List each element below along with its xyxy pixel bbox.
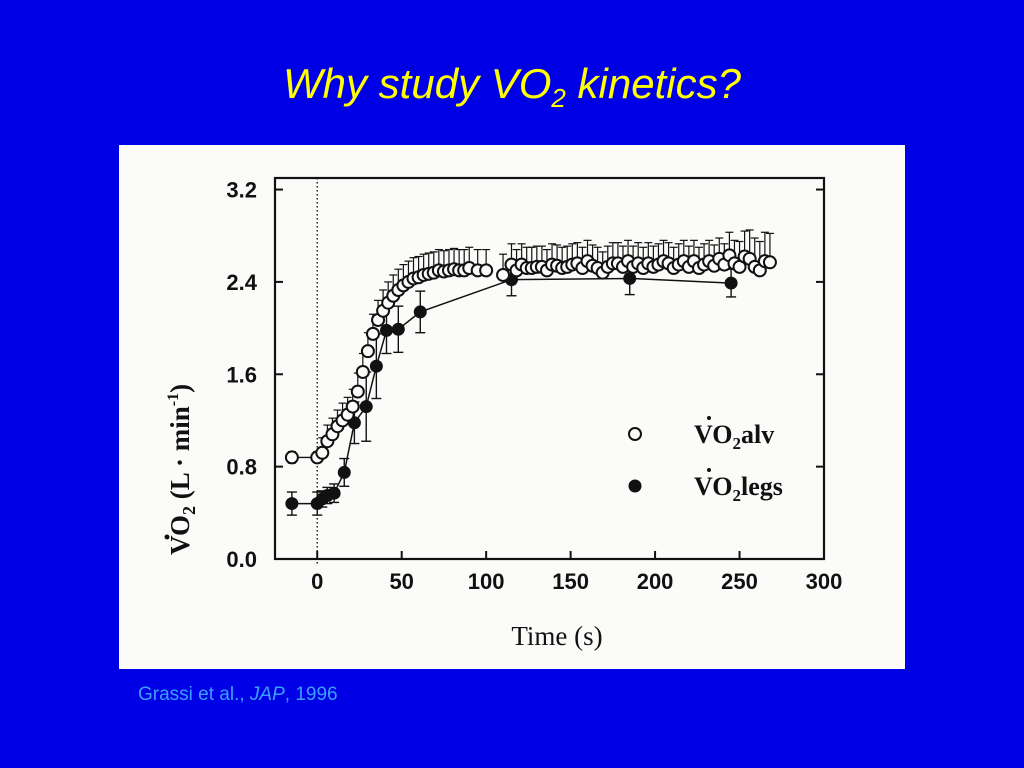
y-tick-label: 0.0	[226, 547, 257, 572]
y-tick-label: 2.4	[226, 270, 257, 295]
alv-point	[365, 326, 380, 341]
x-tick-label: 200	[637, 569, 674, 594]
legs-point	[359, 400, 373, 414]
alv-point	[350, 384, 365, 399]
y-axis-label: VO2 (L · min-1)	[165, 384, 199, 555]
series-legs	[285, 261, 738, 516]
x-tick-label: 300	[806, 569, 843, 594]
alv-point	[284, 450, 299, 465]
citation-authors: Grassi et al.,	[138, 684, 250, 705]
alv-point	[355, 364, 370, 379]
alv-point	[762, 255, 777, 270]
series-alv	[284, 229, 777, 465]
legs-point	[337, 465, 351, 479]
alv-point	[360, 344, 375, 359]
alv-point	[479, 263, 494, 278]
y-axis-label-sub: 2	[179, 506, 199, 515]
x-tick-label: 250	[721, 569, 758, 594]
citation: Grassi et al., JAP, 1996	[138, 684, 338, 706]
legs-point	[413, 305, 427, 319]
alv-point	[315, 445, 330, 460]
legend-alv-dot	[707, 416, 711, 420]
citation-journal: JAP	[249, 684, 285, 705]
legend-legs-label: VO2legs	[694, 472, 783, 505]
legs-point	[379, 323, 393, 337]
alv-point	[496, 267, 511, 282]
y-axis-label-exp: -1	[165, 393, 182, 406]
legend: VO2alv VO2legs	[628, 416, 783, 505]
legend-alv-marker	[628, 427, 642, 441]
legs-point	[369, 359, 383, 373]
legs-point	[327, 486, 341, 500]
alv-point	[345, 399, 360, 414]
x-tick-label: 50	[389, 569, 413, 594]
x-tick-label: 100	[468, 569, 505, 594]
vo2-kinetics-chart: 0 50 100 150 200 250 300 0.0 0.8 1.6 2.4 3.2 Time …	[164, 176, 842, 651]
plot-frame	[273, 176, 826, 565]
slide-title: Why study VO2 kinetics?	[0, 58, 1024, 113]
y-axis-label-dot	[164, 534, 170, 540]
plot-border	[273, 176, 826, 561]
title-main: Why study VO	[283, 60, 552, 107]
y-axis-label-main: VO	[165, 515, 195, 555]
y-tick-label: 0.8	[226, 455, 257, 480]
y-tick-label: 1.6	[226, 362, 257, 387]
legend-legs-dot	[707, 468, 711, 472]
citation-year: , 1996	[284, 684, 338, 705]
legend-alv-label: VO2alv	[694, 420, 774, 453]
y-axis-ticks: 0.0 0.8 1.6 2.4 3.2	[226, 178, 824, 572]
y-tick-label: 3.2	[226, 178, 257, 203]
legs-point	[285, 497, 299, 511]
legs-point	[391, 322, 405, 336]
figure-panel: 0 50 100 150 200 250 300 0.0 0.8 1.6 2.4 3.2 Time …	[119, 145, 905, 669]
legs-point	[623, 271, 637, 285]
x-axis-ticks: 0 50 100 150 200 250 300	[311, 551, 842, 594]
y-axis-label-units: (L · min	[165, 406, 195, 506]
legend-legs-marker	[628, 479, 642, 493]
x-tick-label: 0	[311, 569, 323, 594]
title-subscript: 2	[551, 83, 566, 113]
x-axis-label: Time (s)	[511, 621, 602, 651]
legs-point	[724, 276, 738, 290]
x-tick-label: 150	[552, 569, 589, 594]
title-end: kinetics?	[565, 60, 741, 107]
y-axis-label-close: )	[165, 384, 195, 393]
